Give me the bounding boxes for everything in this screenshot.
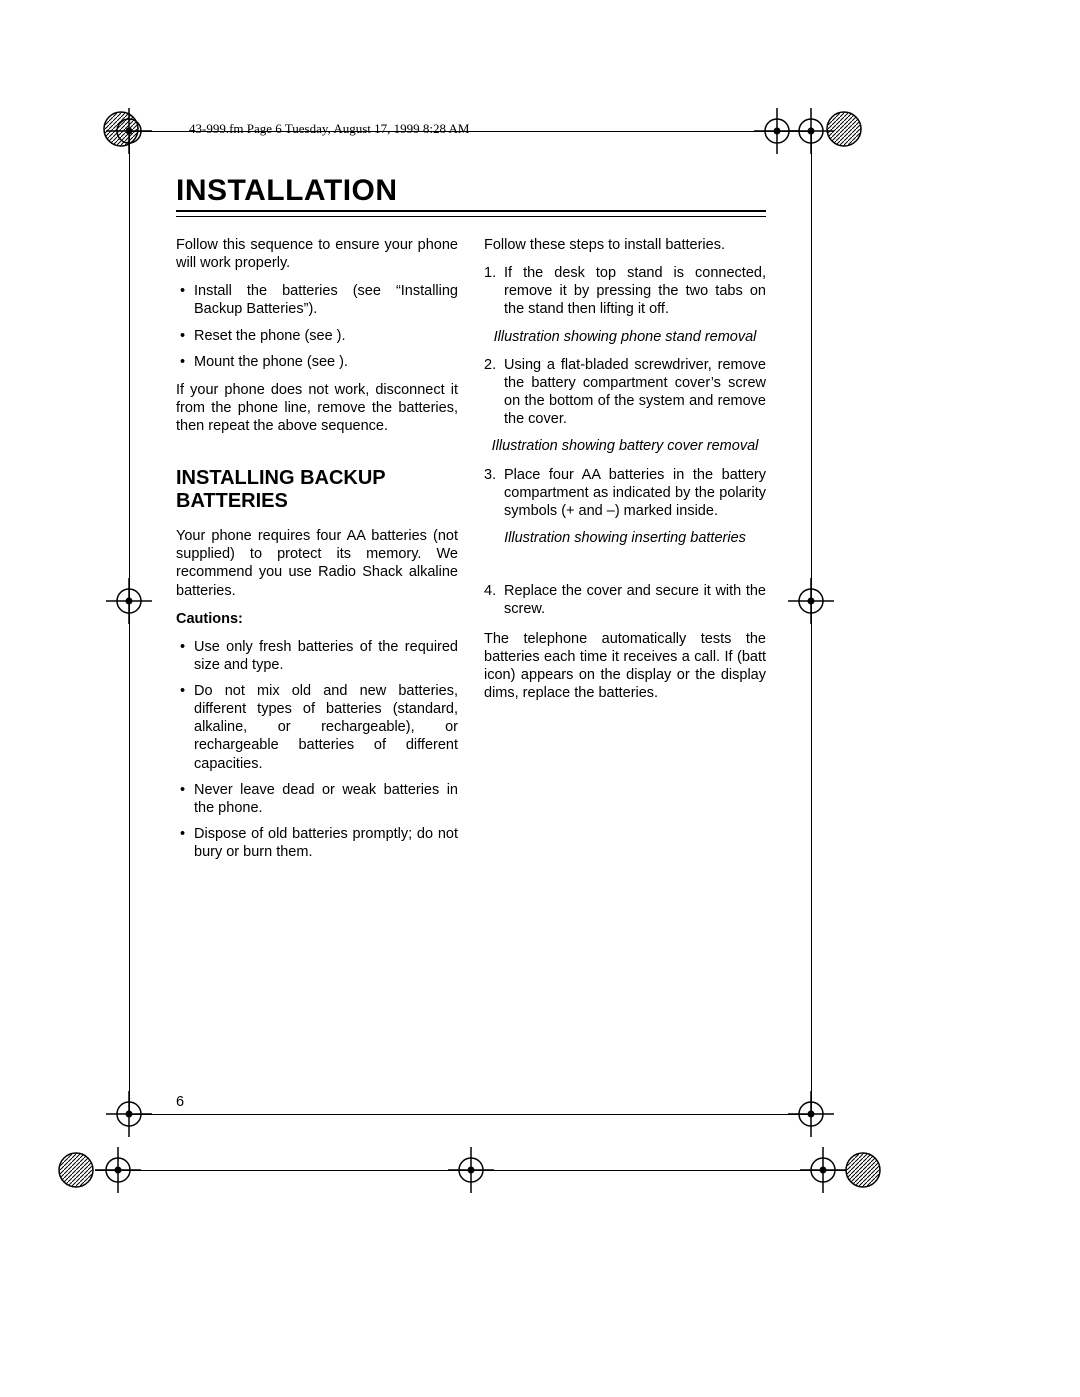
register-mark-icon bbox=[788, 1091, 834, 1137]
list-item: Reset the phone (see ). bbox=[194, 327, 458, 345]
steps-list: If the desk top stand is connected, remo… bbox=[484, 264, 766, 318]
subsection-heading: INSTALLING BACKUP BATTERIES bbox=[176, 467, 458, 513]
register-mark-icon bbox=[448, 1147, 494, 1193]
list-item: Place four AA batteries in the bat­tery … bbox=[504, 466, 766, 520]
list-item: Do not mix old and new batteries, differ… bbox=[194, 682, 458, 773]
illustration-caption: Illustration showing phone stand removal bbox=[484, 329, 766, 346]
register-mark-icon bbox=[106, 1091, 152, 1137]
list-item: Dispose of old batteries promptly; do no… bbox=[194, 825, 458, 861]
register-mark-icon bbox=[106, 578, 152, 624]
left-column: Follow this sequence to ensure your phon… bbox=[176, 236, 458, 871]
register-mark-icon bbox=[800, 1147, 846, 1193]
document-page: 43-999.fm Page 6 Tuesday, August 17, 199… bbox=[0, 0, 1080, 1397]
steps-list: Place four AA batteries in the bat­tery … bbox=[484, 466, 766, 520]
knurl-icon bbox=[101, 109, 141, 149]
knurl-icon bbox=[824, 109, 864, 149]
troubleshoot-paragraph: If your phone does not work, disconnect … bbox=[176, 381, 458, 435]
cautions-label: Cautions: bbox=[176, 610, 458, 628]
cautions-list: Use only fresh batteries of the required… bbox=[176, 638, 458, 861]
register-mark-icon bbox=[95, 1147, 141, 1193]
intro-paragraph: Follow this sequence to ensure your phon… bbox=[176, 236, 458, 272]
list-item: Using a flat-bladed screwdriver, remove … bbox=[504, 356, 766, 429]
steps-intro: Follow these steps to install batteries. bbox=[484, 236, 766, 254]
steps-list: Replace the cover and secure it with the… bbox=[484, 582, 766, 618]
title-rule bbox=[176, 210, 766, 217]
batteries-intro: Your phone requires four AA batteries (n… bbox=[176, 527, 458, 600]
knurl-icon bbox=[843, 1150, 883, 1190]
right-column: Follow these steps to install batteries.… bbox=[484, 236, 766, 712]
list-item: Use only fresh batteries of the required… bbox=[194, 638, 458, 674]
page-meta-line: 43-999.fm Page 6 Tuesday, August 17, 199… bbox=[189, 121, 469, 137]
sequence-list: Install the batteries (see “Installing B… bbox=[176, 282, 458, 371]
register-mark-icon bbox=[788, 578, 834, 624]
crop-line-bottom bbox=[129, 1114, 811, 1115]
list-item: Install the batteries (see “Installing B… bbox=[194, 282, 458, 318]
outro-paragraph: The telephone automatically tests the ba… bbox=[484, 630, 766, 703]
page-number: 6 bbox=[176, 1094, 184, 1110]
list-item: Never leave dead or weak batteries in th… bbox=[194, 781, 458, 817]
list-item: Mount the phone (see ). bbox=[194, 353, 458, 371]
steps-list: Using a flat-bladed screwdriver, remove … bbox=[484, 356, 766, 429]
illustration-caption: Illustration showing inserting batteries bbox=[484, 530, 766, 547]
knurl-icon bbox=[56, 1150, 96, 1190]
section-title: INSTALLATION bbox=[176, 174, 398, 208]
list-item: If the desk top stand is connected, remo… bbox=[504, 264, 766, 318]
list-item: Replace the cover and secure it with the… bbox=[504, 582, 766, 618]
illustration-caption: Illustration showing battery cover remov… bbox=[484, 438, 766, 455]
